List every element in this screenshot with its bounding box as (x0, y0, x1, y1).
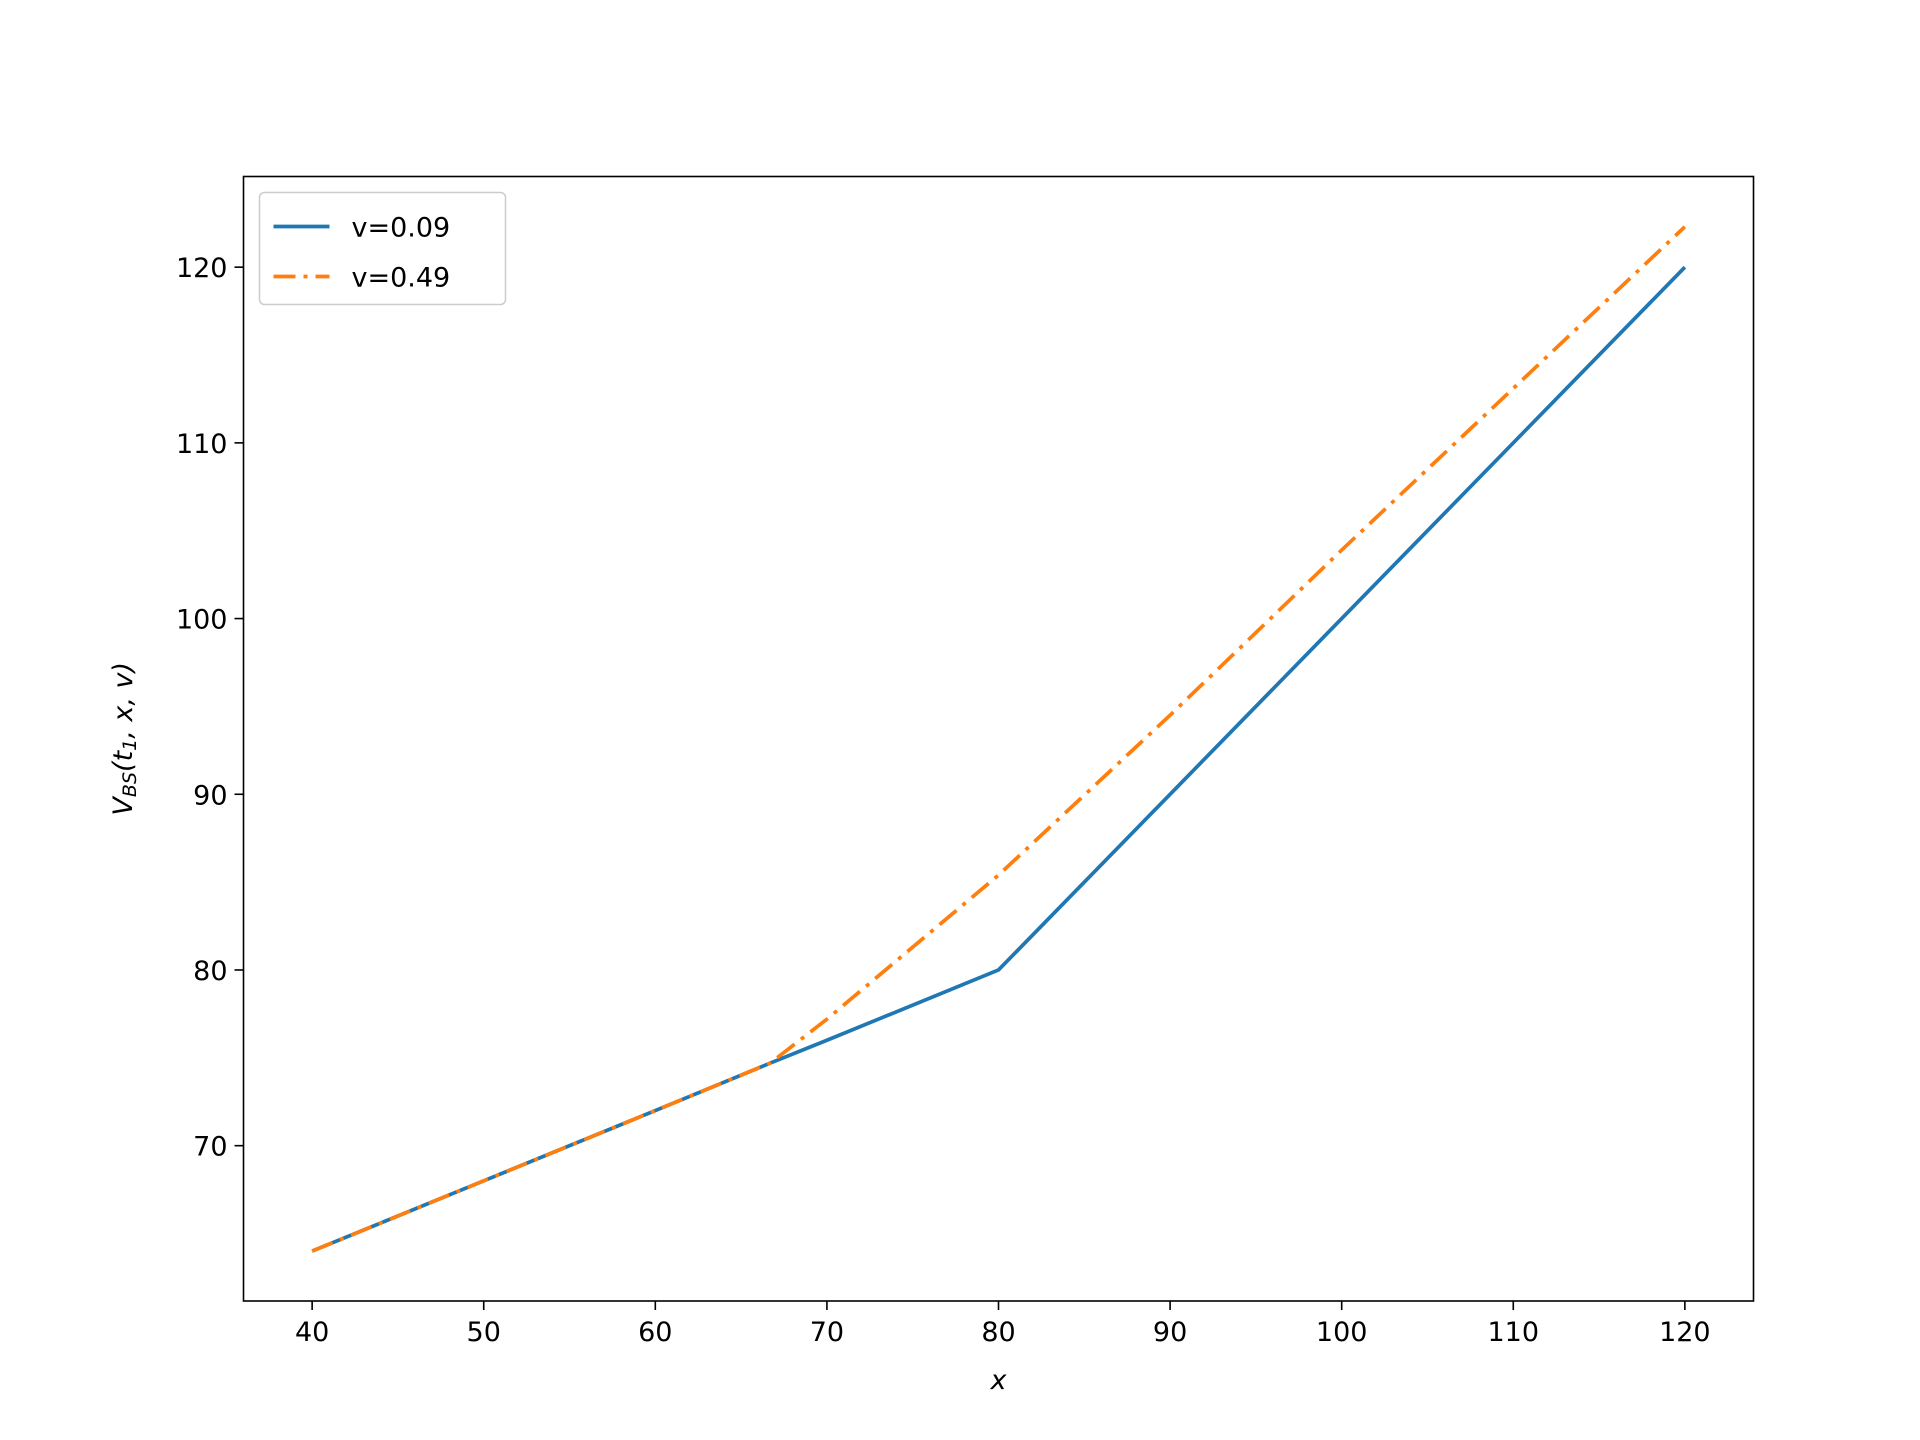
x-tick-label: 110 (1487, 1317, 1539, 1348)
x-axis-label: x (990, 1365, 1008, 1396)
x-tick-label: 50 (467, 1317, 501, 1348)
y-tick-label: 70 (193, 1132, 227, 1163)
x-tick-label: 100 (1316, 1317, 1368, 1348)
plot-frame (242, 175, 1755, 1302)
x-tick-label: 90 (1153, 1317, 1187, 1348)
y-axis-label: VBS(t1, x, v) (108, 662, 141, 816)
x-tick-label: 120 (1659, 1317, 1711, 1348)
y-axis-label-part: , x, v) (108, 662, 139, 739)
x-tick-label: 70 (810, 1317, 844, 1348)
y-tick-label: 120 (176, 253, 228, 284)
y-tick-label: 90 (193, 780, 227, 811)
data-line (311, 225, 1687, 1253)
legend-label: v=0.49 (352, 263, 451, 294)
y-axis-label-part: BS (119, 772, 141, 797)
data-line (311, 265, 1687, 1253)
y-axis-label-part: 1 (119, 739, 141, 751)
y-tick-label: 100 (176, 605, 228, 636)
y-axis-label-part: (t (108, 749, 139, 772)
y-tick-label: 110 (176, 429, 228, 460)
x-tick-label: 60 (638, 1317, 672, 1348)
x-tick-label: 80 (981, 1317, 1015, 1348)
x-tick-label: 40 (295, 1317, 329, 1348)
legend-label: v=0.09 (352, 213, 451, 244)
y-axis-label-part: V (108, 795, 139, 816)
y-tick-label: 80 (193, 956, 227, 987)
